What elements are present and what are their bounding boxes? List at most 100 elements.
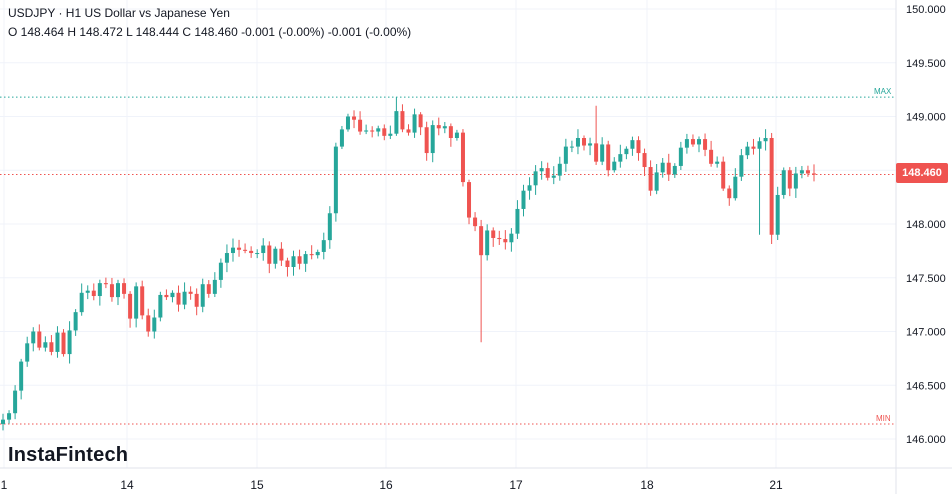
candle — [521, 184, 526, 217]
candle — [97, 279, 102, 306]
candle — [588, 137, 593, 156]
candlestick-series — [1, 97, 816, 431]
candle-body — [279, 248, 284, 261]
candle — [684, 133, 689, 154]
candle-body — [781, 170, 786, 195]
candle — [612, 157, 617, 173]
candle-body — [406, 129, 411, 133]
candle — [327, 206, 332, 249]
candle — [733, 168, 738, 201]
candle-body — [321, 240, 326, 252]
candle — [79, 283, 84, 316]
candle-body — [170, 292, 175, 298]
candle-body — [805, 170, 810, 174]
candle — [697, 136, 702, 153]
candle-body — [739, 155, 744, 177]
candle-body — [249, 250, 254, 254]
price-axis[interactable]: 146.000146.500147.000147.500148.000148.5… — [895, 0, 946, 494]
candle — [479, 219, 484, 343]
ohlc-readout: O 148.464 H 148.472 L 148.444 C 148.460 … — [8, 25, 412, 39]
candle — [515, 200, 520, 239]
candle — [491, 227, 496, 247]
symbol-title: USDJPY · H1 US Dollar vs Japanese Yen — [8, 6, 230, 20]
candle-body — [430, 125, 435, 154]
candle — [727, 185, 732, 206]
candle — [448, 123, 453, 147]
candle-body — [678, 147, 683, 166]
candle-body — [666, 162, 671, 175]
candle — [170, 290, 175, 303]
candle — [7, 410, 12, 424]
candle — [485, 224, 490, 261]
candle-body — [812, 173, 816, 175]
candle-body — [333, 146, 338, 214]
candle — [285, 257, 290, 277]
candle — [757, 137, 762, 235]
candle-body — [709, 149, 714, 164]
candle-body — [497, 237, 502, 240]
candle — [648, 160, 653, 196]
candle — [600, 137, 605, 166]
candle-body — [551, 175, 556, 178]
candle — [267, 241, 272, 274]
candle — [715, 156, 720, 168]
candle — [146, 308, 151, 337]
time-axis[interactable]: 1 14 15 16 17 18 21 — [0, 467, 952, 492]
candle-body — [751, 146, 756, 149]
candle — [315, 249, 320, 259]
candle-body — [799, 170, 804, 174]
candle — [460, 129, 465, 187]
x-tick-label: 17 — [509, 478, 523, 492]
candle-body — [194, 293, 199, 307]
candle-body — [128, 293, 133, 319]
candle-body — [745, 146, 750, 156]
candle-body — [267, 245, 272, 264]
candle — [194, 288, 199, 316]
candle — [49, 335, 54, 356]
candle — [388, 125, 393, 140]
candle — [454, 129, 459, 141]
candle — [182, 282, 187, 310]
candle — [333, 142, 338, 222]
candle-body — [182, 291, 187, 305]
candle-body — [690, 139, 695, 145]
chart-grid — [0, 0, 896, 468]
candle-body — [212, 279, 217, 294]
candle-body — [103, 283, 108, 285]
candle-body — [454, 132, 459, 138]
candle-body — [636, 140, 641, 154]
candle — [442, 122, 447, 134]
candle — [370, 126, 375, 138]
candle-body — [206, 284, 211, 294]
candle-body — [382, 128, 387, 136]
candle — [176, 285, 181, 312]
candle-body — [600, 144, 605, 162]
candle — [224, 244, 229, 273]
candle — [594, 105, 599, 165]
candle-body — [188, 291, 193, 294]
candle — [164, 289, 169, 300]
candle — [55, 326, 60, 358]
candle — [321, 232, 326, 260]
candle — [309, 245, 314, 260]
candle — [273, 246, 278, 269]
candle-body — [376, 128, 381, 132]
candle — [61, 329, 66, 357]
candle — [297, 249, 302, 270]
candle-body — [588, 143, 593, 146]
candle — [37, 324, 42, 351]
y-tick-label: 147.000 — [906, 327, 946, 339]
candle-body — [527, 185, 532, 191]
candle-body — [412, 114, 417, 133]
candle-body — [394, 111, 399, 134]
candle — [551, 166, 556, 185]
candle — [763, 129, 768, 151]
candle-body — [491, 230, 496, 238]
candle-body — [442, 126, 447, 129]
candle — [539, 161, 544, 180]
candle-body — [237, 247, 242, 250]
candle-body — [19, 361, 24, 391]
candle — [31, 327, 36, 352]
candle — [672, 163, 677, 178]
